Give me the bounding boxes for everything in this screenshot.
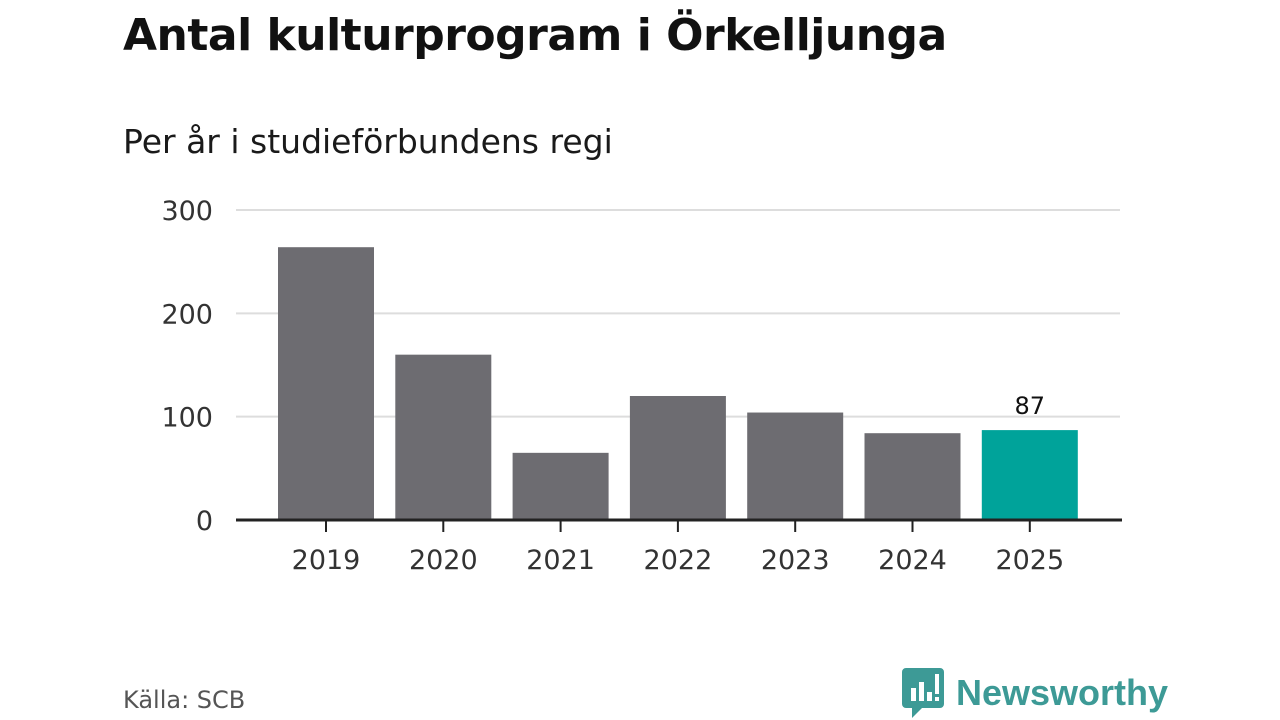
y-tick-label-200: 200 xyxy=(161,299,213,330)
bar-2024 xyxy=(864,433,961,520)
x-tick-label-2025: 2025 xyxy=(995,545,1064,576)
data-labels: 87 xyxy=(1015,392,1046,420)
brand-name: Newsworthy xyxy=(956,672,1169,713)
chart-subtitle: Per år i studieförbundens regi xyxy=(123,122,613,161)
x-tick-label-2021: 2021 xyxy=(526,545,595,576)
newsworthy-logo-icon xyxy=(902,668,944,718)
y-axis-ticks: 0 100 200 300 xyxy=(161,196,213,537)
chart-title: Antal kulturprogram i Örkelljunga xyxy=(123,10,947,61)
bar-2019 xyxy=(278,247,374,520)
x-tick-label-2019: 2019 xyxy=(292,545,361,576)
data-label-2025: 87 xyxy=(1015,392,1046,420)
brand-logo: Newsworthy xyxy=(902,668,1168,718)
y-tick-label-300: 300 xyxy=(161,196,213,227)
x-axis-ticks: 2019 2020 2021 2022 2023 2024 2025 xyxy=(292,520,1064,576)
x-tick-label-2022: 2022 xyxy=(644,545,713,576)
x-tick-label-2024: 2024 xyxy=(878,545,947,576)
bar-2023 xyxy=(747,412,844,520)
y-tick-label-0: 0 xyxy=(196,506,213,537)
bar-2022 xyxy=(629,396,726,520)
bar-2020 xyxy=(395,354,492,520)
y-tick-label-100: 100 xyxy=(161,403,213,434)
x-tick-label-2020: 2020 xyxy=(409,545,478,576)
x-tick-label-2023: 2023 xyxy=(761,545,830,576)
bar-2021 xyxy=(512,452,609,520)
bar-2025 xyxy=(981,430,1078,520)
source-note: Källa: SCB xyxy=(123,686,246,714)
bars xyxy=(278,247,1078,520)
